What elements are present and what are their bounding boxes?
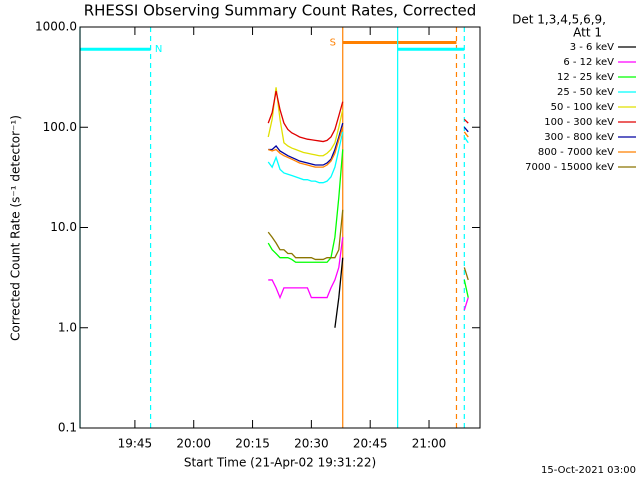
legend-label: 100 - 300 keV [544, 117, 614, 128]
series-line [267, 209, 469, 281]
y-tick-label: 1.0 [58, 320, 77, 334]
x-tick-label: 20:15 [235, 437, 270, 451]
legend-label: 50 - 100 keV [551, 102, 615, 113]
legend-label: 800 - 7000 keV [538, 147, 614, 158]
legend-label: 6 - 12 keV [563, 57, 614, 68]
legend-label: 3 - 6 keV [570, 42, 614, 53]
x-tick-label: 20:00 [176, 437, 211, 451]
series-line [267, 131, 469, 184]
y-axis-label: Corrected Count Rate (s⁻¹ detector⁻¹) [9, 115, 23, 341]
x-tick-label: 19:45 [118, 437, 153, 451]
x-tick-label: 20:30 [294, 437, 329, 451]
legend-label: 300 - 800 keV [544, 132, 614, 143]
plot-frame [79, 26, 481, 429]
legend-label: 25 - 50 keV [557, 87, 614, 98]
legend-title: Att 1 [573, 26, 602, 40]
series-line [268, 237, 469, 311]
y-tick-label: 0.1 [58, 421, 77, 435]
series-line [268, 127, 469, 168]
footer: 15-Oct-2021 03:00 [541, 465, 636, 476]
series-line [267, 90, 469, 143]
chart-title: RHESSI Observing Summary Count Rates, Co… [84, 2, 477, 20]
series-line [334, 257, 344, 328]
series-line [267, 87, 469, 157]
y-tick-label: 100.0 [43, 120, 77, 134]
series-line [268, 122, 469, 166]
flag-label: N [155, 44, 162, 55]
legend-label: 7000 - 15000 keV [525, 162, 614, 173]
legend-title: Det 1,3,4,5,6,9, [512, 13, 606, 27]
legend-label: 12 - 25 keV [557, 72, 614, 83]
series-line [267, 149, 469, 298]
x-tick-label: 20:45 [353, 437, 388, 451]
x-tick-label: 21:00 [412, 437, 447, 451]
flag-label: S [330, 38, 336, 49]
x-axis-label: Start Time (21-Apr-02 19:31:22) [184, 456, 376, 470]
y-tick-label: 10.0 [50, 220, 77, 234]
y-tick-label: 1000.0 [35, 20, 77, 34]
